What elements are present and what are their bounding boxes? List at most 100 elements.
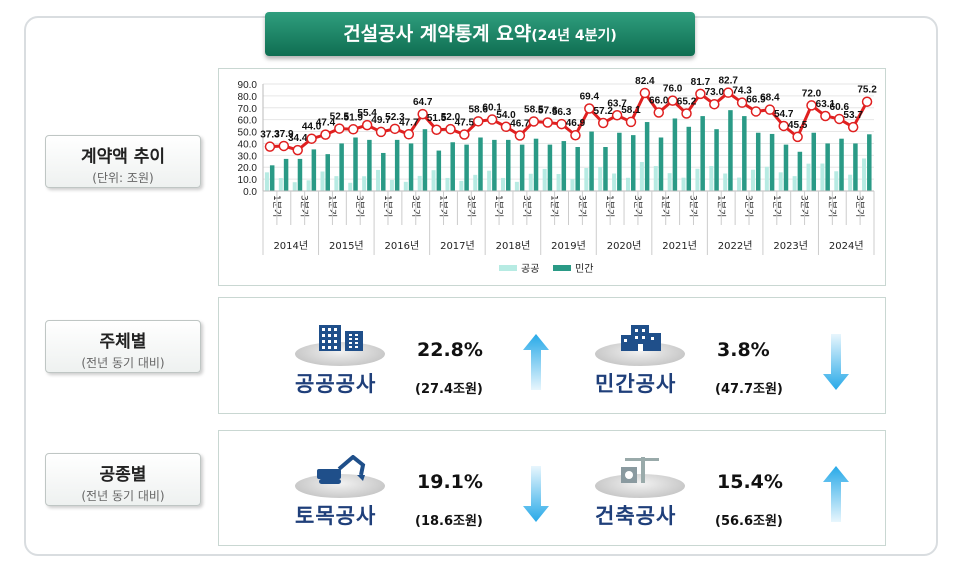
total-point [778, 120, 789, 132]
total-point [389, 123, 401, 135]
bar-public [625, 177, 630, 191]
bar-private [422, 129, 428, 191]
total-data-label: 81.7 [691, 77, 711, 88]
bar-private [269, 165, 275, 191]
bar-private [339, 143, 344, 191]
bar-private [769, 133, 775, 191]
bar-public [695, 168, 700, 191]
total-point [528, 116, 540, 127]
quarter-tick-label: 1분기 [604, 195, 615, 217]
bar-public [445, 177, 450, 191]
section-label-type: 공종별 (전년 동기 대비) [45, 453, 201, 506]
total-data-label: 34.4 [288, 133, 308, 144]
bar-public [403, 181, 408, 191]
total-point [348, 124, 359, 135]
category-name: 공공공사 [295, 372, 377, 396]
total-data-label: 46.9 [566, 118, 586, 129]
section-subtitle: (단위: 조원) [92, 171, 154, 185]
total-data-label: 44.0 [302, 122, 322, 133]
year-label: 2017년 [440, 240, 475, 252]
bar-private [283, 158, 289, 191]
bar-private [311, 149, 317, 191]
section-title: 주체별 [99, 332, 147, 352]
bar-public [376, 169, 381, 191]
total-point [431, 124, 442, 136]
bar-private [589, 131, 594, 191]
year-label: 2022년 [718, 240, 753, 252]
total-data-label: 55.4 [357, 108, 377, 119]
total-point [681, 108, 692, 119]
bar-public [320, 171, 325, 191]
bar-public [764, 166, 769, 191]
bar-private [825, 143, 830, 191]
total-point [570, 129, 581, 141]
bar-private [325, 154, 330, 191]
bar-private [478, 137, 483, 191]
total-data-label: 82.4 [635, 76, 655, 87]
bar-public [292, 182, 297, 191]
section-subtitle: (전년 동기 대비) [81, 489, 165, 503]
bar-private [492, 139, 497, 191]
total-data-label: 54.0 [496, 110, 516, 121]
title-sub: (24년 4분기) [531, 28, 617, 44]
year-label: 2015년 [329, 240, 364, 252]
total-point [820, 110, 831, 122]
change-percent: 19.1% [417, 471, 483, 493]
bar-public [487, 170, 492, 191]
total-point [375, 126, 387, 138]
total-data-label: 49.7 [371, 115, 391, 126]
title-main: 건설공사 계약통계 요약 [343, 23, 532, 45]
bar-public [681, 177, 686, 191]
bar-public [514, 181, 519, 191]
bar-public [389, 179, 394, 191]
legend-label: 민간 [575, 263, 593, 275]
bar-private [700, 116, 705, 191]
y-tick-label: 90.0 [238, 80, 258, 91]
bar-private [728, 110, 733, 191]
y-tick-label: 30.0 [238, 151, 258, 162]
bar-public [417, 175, 422, 191]
bar-private [506, 139, 511, 191]
year-label: 2023년 [773, 240, 808, 252]
total-data-label: 47.7 [399, 117, 419, 128]
arrow-up-icon [823, 466, 849, 522]
bar-public [848, 174, 853, 191]
total-point [584, 103, 595, 114]
total-data-label: 68.4 [760, 93, 780, 104]
total-data-label: 74.3 [732, 86, 752, 97]
bar-public [362, 176, 367, 191]
total-data-label: 57.6 [538, 106, 558, 117]
bar-public [737, 177, 742, 191]
bar-public [806, 163, 811, 191]
excavator-icon [317, 455, 366, 484]
bar-public [556, 173, 561, 191]
total-point [806, 100, 817, 111]
office-building-icon [621, 325, 661, 351]
amount: (47.7조원) [715, 382, 783, 397]
total-point [597, 117, 609, 129]
total-data-label: 52.3 [385, 112, 405, 123]
category-name: 민간공사 [595, 372, 677, 396]
bar-public [862, 158, 867, 191]
bar-private [367, 139, 372, 191]
quarter-tick-label: 1분기 [271, 195, 282, 217]
total-data-label: 46.7 [510, 118, 530, 129]
total-data-label: 37.9 [274, 129, 294, 140]
total-point [695, 88, 706, 100]
total-point [334, 123, 345, 134]
total-point [556, 118, 567, 130]
chart-panel: 0.0 10.0 20.0 30.0 40.0 50.0 60.0 70.0 80.0 90.0 3… [218, 68, 886, 286]
total-data-label: 58.6 [469, 104, 489, 115]
amount: (56.6조원) [715, 514, 783, 529]
bar-public [723, 173, 728, 191]
section-title: 계약액 추이 [80, 147, 166, 167]
bar-public [306, 180, 311, 191]
contract-trend-chart: 0.010.020.030.040.050.060.070.080.090.0 3… [238, 76, 878, 275]
total-data-label: 45.5 [788, 120, 808, 131]
bar-private [811, 132, 817, 191]
total-point [792, 131, 803, 143]
total-point [403, 129, 415, 140]
year-label: 2018년 [496, 240, 531, 252]
legend-swatch-public [499, 265, 517, 271]
year-label: 2024년 [829, 240, 864, 252]
